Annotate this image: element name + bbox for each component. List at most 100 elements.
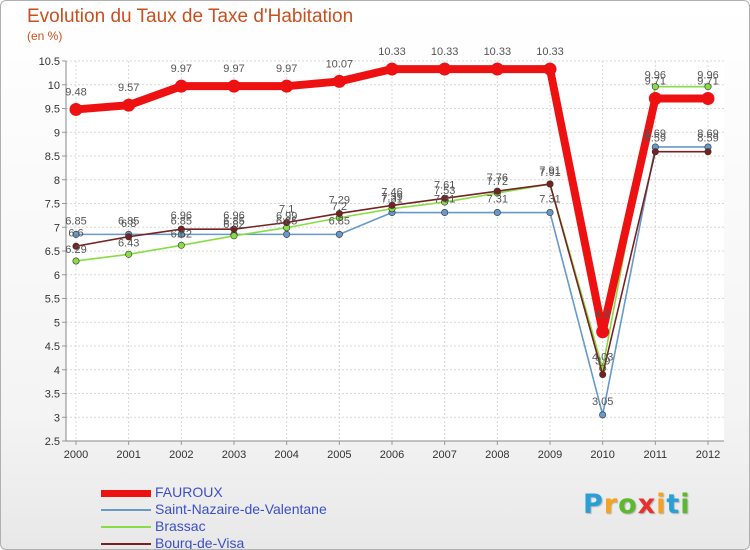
data-label: 6.29: [65, 244, 86, 256]
x-tick-label: 2011: [644, 449, 668, 461]
proxiti-logo: Proxiti: [583, 489, 691, 520]
data-point: [596, 325, 610, 339]
data-point: [174, 79, 188, 93]
data-label: 6.85: [223, 215, 244, 227]
data-label: 7.31: [434, 194, 455, 206]
y-tick-label: 10.5: [39, 56, 60, 68]
data-label: 3.9: [595, 356, 610, 368]
y-tick-label: 4.5: [45, 341, 60, 353]
data-point: [651, 148, 659, 156]
data-label: 7.72: [487, 176, 508, 188]
data-point: [599, 370, 607, 378]
data-label: 6.85: [65, 215, 86, 227]
data-point: [230, 232, 238, 240]
y-tick-label: 3.5: [45, 389, 60, 401]
y-tick-label: 4: [54, 365, 60, 377]
data-point: [438, 62, 452, 76]
data-label: 7.29: [329, 194, 350, 206]
data-label: 7.31: [487, 194, 508, 206]
data-point: [441, 209, 449, 217]
y-tick-label: 2.5: [45, 436, 60, 448]
unit-label: (en %): [27, 29, 63, 43]
data-label: 10.33: [484, 46, 512, 58]
data-label: 9.97: [276, 63, 297, 75]
data-point: [335, 209, 343, 217]
data-point: [177, 241, 185, 249]
y-tick-label: 7: [54, 222, 60, 234]
data-label: 6.82: [223, 219, 244, 231]
logo-letter: o: [618, 489, 638, 520]
y-tick-label: 6: [54, 270, 60, 282]
y-tick-label: 9.5: [45, 104, 60, 116]
data-point: [230, 225, 238, 233]
legend-swatch: [101, 526, 151, 528]
x-tick-label: 2004: [274, 449, 298, 461]
data-point: [177, 225, 185, 233]
data-label: 8.69: [645, 128, 666, 140]
data-label: 7.31: [539, 194, 560, 206]
logo-letter: t: [666, 489, 681, 520]
y-tick-label: 5: [54, 317, 60, 329]
data-point: [122, 98, 136, 112]
x-tick-label: 2001: [116, 449, 140, 461]
logo-letter: i: [656, 489, 667, 520]
legend-label: Saint-Nazaire-de-Valentane: [155, 501, 327, 517]
data-point: [283, 219, 291, 227]
y-tick-label: 10: [48, 80, 60, 92]
data-label: 6.96: [223, 210, 244, 222]
data-label: 6.85: [171, 215, 192, 227]
chart-title: Evolution du Taux de Taxe d'Habitation: [27, 6, 354, 27]
data-label: 7.76: [487, 172, 508, 184]
data-label: 9.48: [65, 86, 86, 98]
legend-label: Bourg-de-Visa: [155, 535, 245, 550]
data-label: 9.71: [697, 76, 718, 88]
data-point: [72, 257, 80, 265]
data-label: 9.97: [223, 63, 244, 75]
data-point: [125, 250, 133, 258]
data-label: 9.57: [118, 82, 139, 94]
data-point: [72, 230, 80, 238]
data-point: [490, 62, 504, 76]
legend-swatch: [101, 509, 151, 511]
data-point: [543, 62, 557, 76]
data-label: 7.46: [381, 186, 402, 198]
data-label: 7.2: [332, 201, 347, 213]
data-label: 10.33: [431, 46, 459, 58]
data-label: 6.85: [276, 215, 297, 227]
data-label: 6.6: [68, 227, 83, 239]
data-point: [704, 83, 712, 91]
data-label: 3.05: [592, 396, 613, 408]
x-tick-label: 2006: [380, 449, 404, 461]
data-label: 7.1: [279, 204, 294, 216]
data-point: [125, 233, 133, 241]
data-point: [72, 242, 80, 250]
x-tick-label: 2002: [169, 449, 193, 461]
data-label: 7.91: [539, 167, 560, 179]
data-label: 7.53: [434, 185, 455, 197]
data-point: [283, 230, 291, 238]
logo-letter: x: [637, 489, 657, 520]
x-tick-label: 2000: [64, 449, 88, 461]
data-point: [441, 194, 449, 202]
data-point: [701, 92, 715, 106]
y-tick-label: 3: [54, 412, 60, 424]
legend-label: FAUROUX: [155, 484, 223, 500]
data-label: 6.85: [329, 215, 350, 227]
data-label: 7.31: [381, 194, 402, 206]
data-label: 6.62: [171, 228, 192, 240]
x-tick-label: 2005: [327, 449, 351, 461]
x-tick-label: 2003: [222, 449, 246, 461]
data-label: 10.07: [326, 58, 354, 70]
data-label: 6.85: [118, 215, 139, 227]
data-point: [388, 201, 396, 209]
legend-swatch: [101, 490, 151, 497]
data-point: [648, 92, 662, 106]
data-point: [546, 209, 554, 217]
data-label: 9.71: [645, 76, 666, 88]
data-label: 8.59: [645, 133, 666, 145]
logo-letter: P: [583, 489, 604, 520]
data-label: 9.97: [171, 63, 192, 75]
data-label: 9.96: [697, 70, 718, 82]
